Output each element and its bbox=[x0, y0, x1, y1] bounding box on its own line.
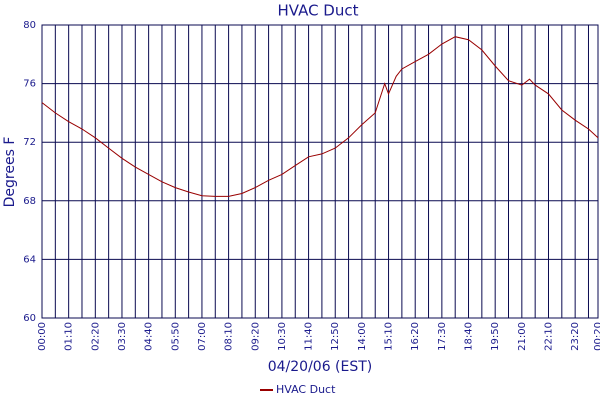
x-tick-label: 21:00 bbox=[517, 322, 528, 351]
plot-area bbox=[41, 24, 599, 319]
x-tick-label: 01:10 bbox=[64, 322, 75, 351]
y-tick-label: 72 bbox=[23, 137, 36, 148]
x-axis-label: 04/20/06 (EST) bbox=[268, 359, 373, 375]
x-tick-label: 16:20 bbox=[410, 322, 421, 351]
chart-title: HVAC Duct bbox=[277, 2, 358, 20]
x-tick-label: 19:50 bbox=[490, 322, 501, 351]
x-tick-label: 03:30 bbox=[117, 322, 128, 351]
x-tick-label: 00:20 bbox=[593, 322, 600, 351]
x-tick-label: 15:10 bbox=[384, 322, 395, 351]
x-tick-label: 11:40 bbox=[304, 322, 315, 351]
x-tick-label: 12:50 bbox=[330, 322, 341, 351]
y-tick-label: 80 bbox=[23, 20, 36, 31]
x-tick-label: 08:10 bbox=[224, 322, 235, 351]
legend-label: HVAC Duct bbox=[276, 383, 336, 396]
x-tick-label: 07:00 bbox=[197, 322, 208, 351]
y-tick-label: 60 bbox=[23, 313, 36, 324]
x-tick-label: 09:20 bbox=[250, 322, 261, 351]
x-tick-label: 00:00 bbox=[37, 322, 48, 351]
y-axis-label: Degrees F bbox=[2, 137, 18, 208]
y-tick-label: 68 bbox=[23, 196, 36, 207]
x-tick-label: 05:50 bbox=[170, 322, 181, 351]
y-tick-label: 76 bbox=[23, 79, 36, 90]
x-tick-label: 14:00 bbox=[357, 322, 368, 351]
x-tick-label: 17:30 bbox=[437, 322, 448, 351]
x-tick-label: 18:40 bbox=[464, 322, 475, 351]
y-tick-label: 64 bbox=[23, 254, 36, 265]
x-tick-label: 10:30 bbox=[277, 322, 288, 351]
data-line bbox=[41, 36, 599, 197]
x-tick-label: 22:10 bbox=[543, 322, 554, 351]
x-tick-label: 23:20 bbox=[570, 322, 581, 351]
x-tick-label: 04:40 bbox=[144, 322, 155, 351]
x-tick-label: 02:20 bbox=[90, 322, 101, 351]
